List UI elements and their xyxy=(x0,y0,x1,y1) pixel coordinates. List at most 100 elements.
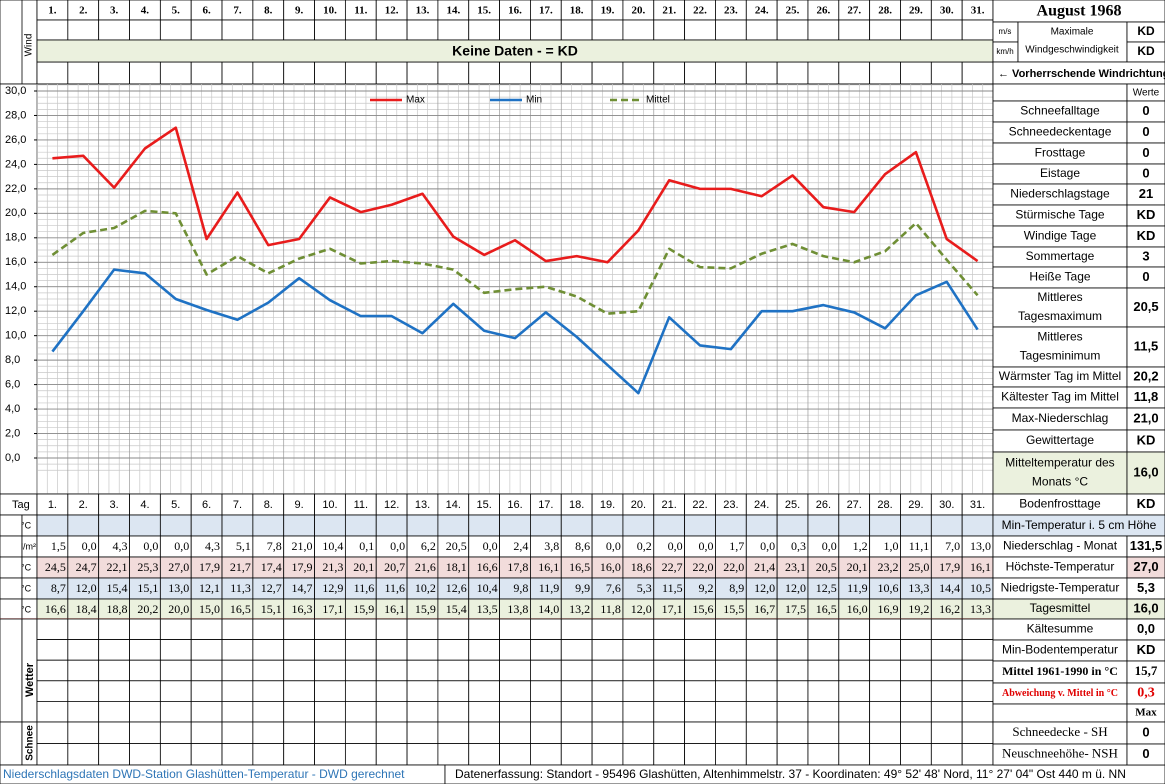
cell xyxy=(98,639,130,661)
table-value: 22,7 xyxy=(662,560,683,574)
panel-label: Kältester Tag im Mittel xyxy=(1001,390,1119,404)
cell xyxy=(221,680,254,702)
y-tick-label: 2,0 xyxy=(5,427,20,439)
day-label: 30. xyxy=(940,5,954,17)
cell xyxy=(252,659,285,682)
panel-label: Max-Niederschlag xyxy=(1012,411,1109,425)
table-value: 13,0 xyxy=(970,539,991,553)
cell xyxy=(745,659,778,682)
cell xyxy=(375,680,408,702)
table-value: 15,4 xyxy=(107,581,128,595)
cell xyxy=(961,639,994,661)
cell xyxy=(98,514,130,537)
y-tick-label: 22,0 xyxy=(5,183,26,195)
unit-label: °C xyxy=(21,562,32,572)
cell xyxy=(283,701,315,723)
cell xyxy=(653,680,686,702)
cell xyxy=(715,701,747,723)
cell xyxy=(560,659,593,682)
cell xyxy=(961,514,994,537)
cell xyxy=(930,514,963,537)
table-value: 16,7 xyxy=(754,602,775,616)
cell xyxy=(468,680,500,702)
table-value: 0,0 xyxy=(82,539,97,553)
table-value: 12,0 xyxy=(76,581,97,595)
table-value: 14,7 xyxy=(292,581,313,595)
cell xyxy=(437,659,470,682)
cell xyxy=(622,639,655,661)
panel-label: Niederschlag - Monat xyxy=(1003,539,1118,553)
cell xyxy=(190,19,223,41)
cell xyxy=(314,743,346,766)
cell xyxy=(838,721,871,744)
table-value: 20,5 xyxy=(446,539,467,553)
panel-label: Schneedecke - SH xyxy=(1012,724,1107,739)
table-value: 5,3 xyxy=(637,581,652,595)
cell xyxy=(221,514,254,537)
cell xyxy=(653,61,686,85)
day-label: 19. xyxy=(600,499,615,511)
panel-value: 0,0 xyxy=(1137,621,1155,636)
cell xyxy=(499,19,531,41)
cell xyxy=(807,721,840,744)
cell xyxy=(190,639,223,661)
table-value: 0,0 xyxy=(483,539,498,553)
cell xyxy=(283,618,315,641)
cell xyxy=(468,659,500,682)
cell xyxy=(961,618,994,641)
cell xyxy=(869,743,901,766)
day-label: 20. xyxy=(631,5,645,17)
panel-value: 21,0 xyxy=(1133,410,1158,425)
cell xyxy=(67,639,100,661)
table-value: 24,7 xyxy=(76,560,97,574)
day-label: 9. xyxy=(295,499,304,511)
table-value: 21,0 xyxy=(292,539,313,553)
cell xyxy=(252,721,285,744)
cell xyxy=(653,721,686,744)
cell xyxy=(252,743,285,766)
cell xyxy=(992,451,1128,495)
cell xyxy=(36,618,69,641)
row-label: Tag xyxy=(12,499,30,511)
cell xyxy=(838,19,871,41)
cell xyxy=(807,618,840,641)
day-label: 6. xyxy=(202,5,211,17)
table-value: 11,1 xyxy=(909,539,930,553)
cell xyxy=(67,61,100,85)
day-label: 11. xyxy=(354,5,367,17)
cell xyxy=(715,19,747,41)
cell xyxy=(437,639,470,661)
unit-label: km/h xyxy=(996,47,1013,56)
cell xyxy=(684,61,716,85)
unit-label: °C xyxy=(21,604,32,614)
footer-left: Niederschlagsdaten DWD-Station Glashütte… xyxy=(3,767,405,781)
cell xyxy=(252,514,285,537)
panel-label: Neuschneehöhe- NSH xyxy=(1002,745,1118,760)
cell xyxy=(900,618,932,641)
cell xyxy=(468,721,500,744)
cell xyxy=(715,618,747,641)
table-value: 12,5 xyxy=(816,581,837,595)
no-data-banner: Keine Daten - = KD xyxy=(452,43,578,59)
cell xyxy=(36,639,69,661)
cell xyxy=(530,701,562,723)
panel-value: 20,2 xyxy=(1133,368,1158,383)
table-value: 13,3 xyxy=(908,581,929,595)
cell xyxy=(869,659,901,682)
table-value: 6,2 xyxy=(421,539,436,553)
table-value: 5,1 xyxy=(236,539,251,553)
cell xyxy=(530,61,562,85)
panel-value: 0 xyxy=(1142,746,1149,761)
cell xyxy=(0,721,23,766)
cell xyxy=(838,61,871,85)
table-value: 13,8 xyxy=(507,602,528,616)
y-tick-label: 24,0 xyxy=(5,158,26,170)
cell xyxy=(622,721,655,744)
day-label: 4. xyxy=(140,499,149,511)
table-value: 21,3 xyxy=(322,560,343,574)
cell xyxy=(930,639,963,661)
table-value: 0,0 xyxy=(668,539,683,553)
y-tick-label: 8,0 xyxy=(5,354,20,366)
table-value: 4,3 xyxy=(205,539,220,553)
cell xyxy=(221,19,254,41)
